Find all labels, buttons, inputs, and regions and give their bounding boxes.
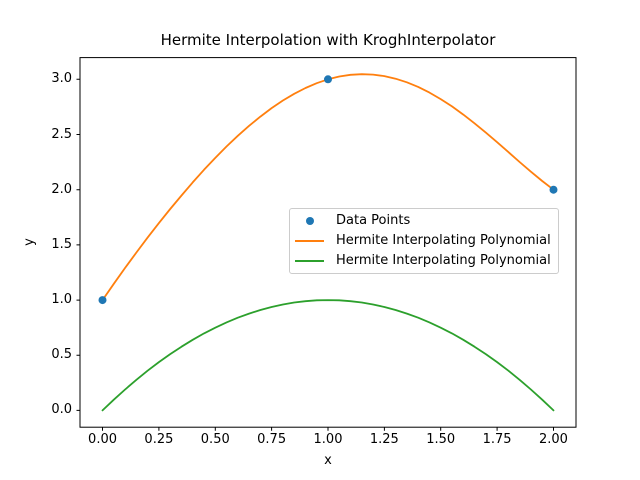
y-tick-label: 3.0	[51, 71, 72, 87]
y-tick-label: 2.0	[51, 181, 72, 197]
x-tick-label: 0.00	[88, 432, 118, 447]
legend-line-icon	[295, 260, 324, 262]
y-tick-label: 2.5	[51, 126, 72, 142]
legend: Data Points Hermite Interpolating Polyno…	[289, 208, 559, 274]
y-tick-label: 1.5	[51, 236, 72, 252]
legend-label: Hermite Interpolating Polynomial	[336, 253, 551, 268]
legend-line-icon	[295, 240, 324, 242]
data-point-marker	[549, 185, 558, 194]
x-axis-label: x	[324, 453, 332, 468]
x-tick-label: 0.50	[200, 432, 230, 447]
legend-entry-hermite-orange: Hermite Interpolating Polynomial	[295, 231, 551, 251]
data-point-marker	[98, 296, 107, 305]
y-tick-label: 0.0	[51, 402, 72, 418]
x-tick-label: 0.75	[257, 432, 287, 447]
legend-handle	[295, 260, 324, 262]
legend-entry-data-points: Data Points	[295, 211, 551, 231]
x-tick-label: 1.50	[426, 432, 456, 447]
legend-label: Hermite Interpolating Polynomial	[336, 233, 551, 248]
tick-marks	[76, 78, 554, 431]
data-point-marker	[324, 75, 332, 84]
x-tick-label: 2.00	[538, 432, 568, 447]
x-tick-label: 1.75	[482, 432, 512, 447]
legend-marker-icon	[305, 217, 314, 225]
legend-label: Data Points	[336, 213, 411, 228]
y-tick-label: 1.0	[51, 292, 72, 308]
x-tick-label: 1.00	[313, 432, 343, 447]
chart-title: Hermite Interpolation with KroghInterpol…	[160, 31, 496, 49]
legend-handle	[295, 240, 324, 242]
x-tick-label: 0.25	[144, 432, 174, 447]
legend-entry-hermite-green: Hermite Interpolating Polynomial	[295, 251, 551, 271]
legend-handle	[295, 217, 324, 225]
hermite-polynomial-curve-2	[101, 299, 555, 412]
x-tick-label: 1.25	[369, 432, 399, 447]
y-tick-label: 0.5	[51, 347, 72, 363]
